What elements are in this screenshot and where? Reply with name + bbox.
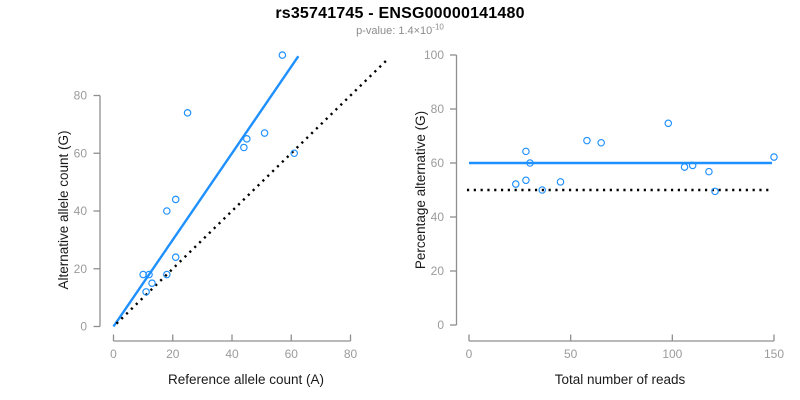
data-point [538,186,546,194]
data-point [183,109,192,117]
figure-subtitle: p-value: 1.4×10-10 [0,22,800,37]
y-tick-label: 40 [74,204,88,218]
x-tick-label: 150 [764,347,784,361]
data-point [664,119,673,128]
data-point [163,270,171,279]
data-point [171,195,180,204]
data-point [556,178,565,186]
data-point [688,161,697,170]
data-point [770,153,778,161]
x-tick-label: 100 [662,347,682,361]
data-point [583,136,591,145]
x-tick-label: 80 [344,347,358,361]
pvalue-text: p-value: 1.4×10 [356,25,433,37]
regression-line [112,55,300,328]
y-tick-label: 40 [431,210,445,224]
data-point [526,159,534,167]
data-point [705,167,713,176]
y-axis-title: Percentage alternative (G) [413,111,428,269]
y-tick-label: 80 [431,102,445,116]
y-axis-title: Alternative allele count (G) [56,130,71,289]
y-tick-label: 60 [431,156,445,170]
y-tick-label: 80 [74,89,88,103]
data-point [163,207,171,215]
y-tick-label: 0 [80,320,87,334]
x-tick-label: 0 [466,347,473,361]
x-axis-title: Total number of reads [555,372,686,387]
panel-allele-counts: 0 20 40 60 80 0 20 40 60 80 Reference allele count… [56,51,390,387]
data-point [290,149,298,158]
pvalue-exponent: -10 [432,22,444,32]
data-point [522,147,530,156]
data-point [260,129,269,137]
data-point [511,180,520,188]
data-point [145,270,153,279]
y-tick-label: 20 [431,264,445,278]
data-point [522,176,530,185]
y-tick-label: 100 [424,48,444,62]
data-point [597,138,605,147]
data-point [240,143,248,152]
x-tick-label: 60 [285,347,299,361]
data-point [278,51,287,59]
y-tick-label: 20 [74,262,88,276]
data-point [142,288,150,296]
panel-percentage-vs-reads: 0 20 40 60 80 100 0 50 100 150 Total number of rea… [413,48,784,387]
x-tick-label: 50 [564,347,578,361]
data-point [711,187,719,196]
data-point [171,253,180,261]
y-tick-label: 60 [74,146,88,160]
x-tick-label: 40 [225,347,239,361]
x-axis-title: Reference allele count (A) [168,372,324,387]
data-point [148,279,156,287]
x-tick-label: 20 [166,347,180,361]
data-point [680,163,689,171]
figure-title: rs35741745 - ENSG00000141480 [275,5,525,22]
y-tick-label: 0 [437,318,444,332]
x-tick-label: 0 [110,347,117,361]
data-point [243,135,251,143]
identity-line [115,57,390,325]
